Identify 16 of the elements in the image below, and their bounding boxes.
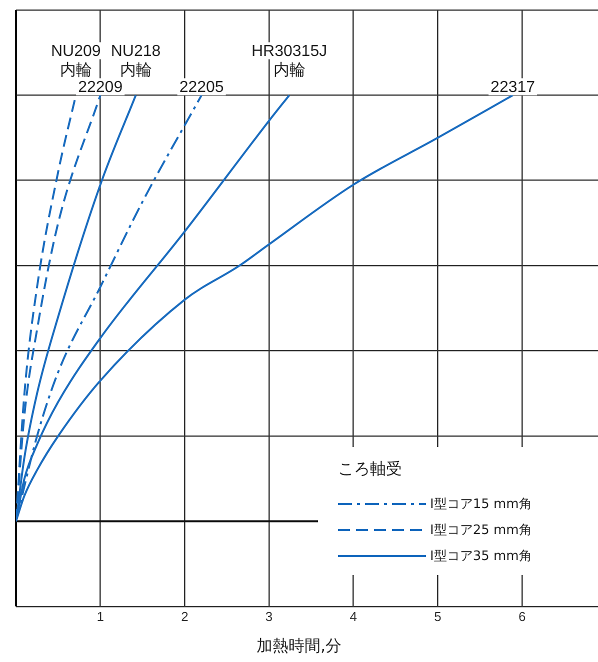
- x-axis-title: 加熱時間,分: [255, 636, 343, 657]
- x-tick-label: 1: [96, 608, 104, 624]
- x-tick-label: 6: [518, 608, 526, 624]
- series-label: 22205: [179, 79, 224, 96]
- x-tick-label: 4: [350, 608, 358, 624]
- x-tick-label: 5: [434, 608, 442, 624]
- text: HR30315J 内輪: [251, 43, 328, 80]
- x-tick-label: 2: [181, 608, 188, 624]
- series-label: 22317: [490, 79, 536, 96]
- x-tick-label: 3: [265, 608, 273, 624]
- series-label: NU209 内輪: [50, 43, 101, 80]
- series-label: NU218 内輪: [110, 43, 161, 80]
- legend-title: ころ軸受: [338, 459, 402, 480]
- series-label: 22209: [78, 79, 123, 96]
- legend-panel: ころ軸受 I型コア15 mm角 I型コア25 mm角 I型コア35 mm角: [318, 447, 598, 575]
- annotation: I型コア15 mm角: [430, 496, 532, 513]
